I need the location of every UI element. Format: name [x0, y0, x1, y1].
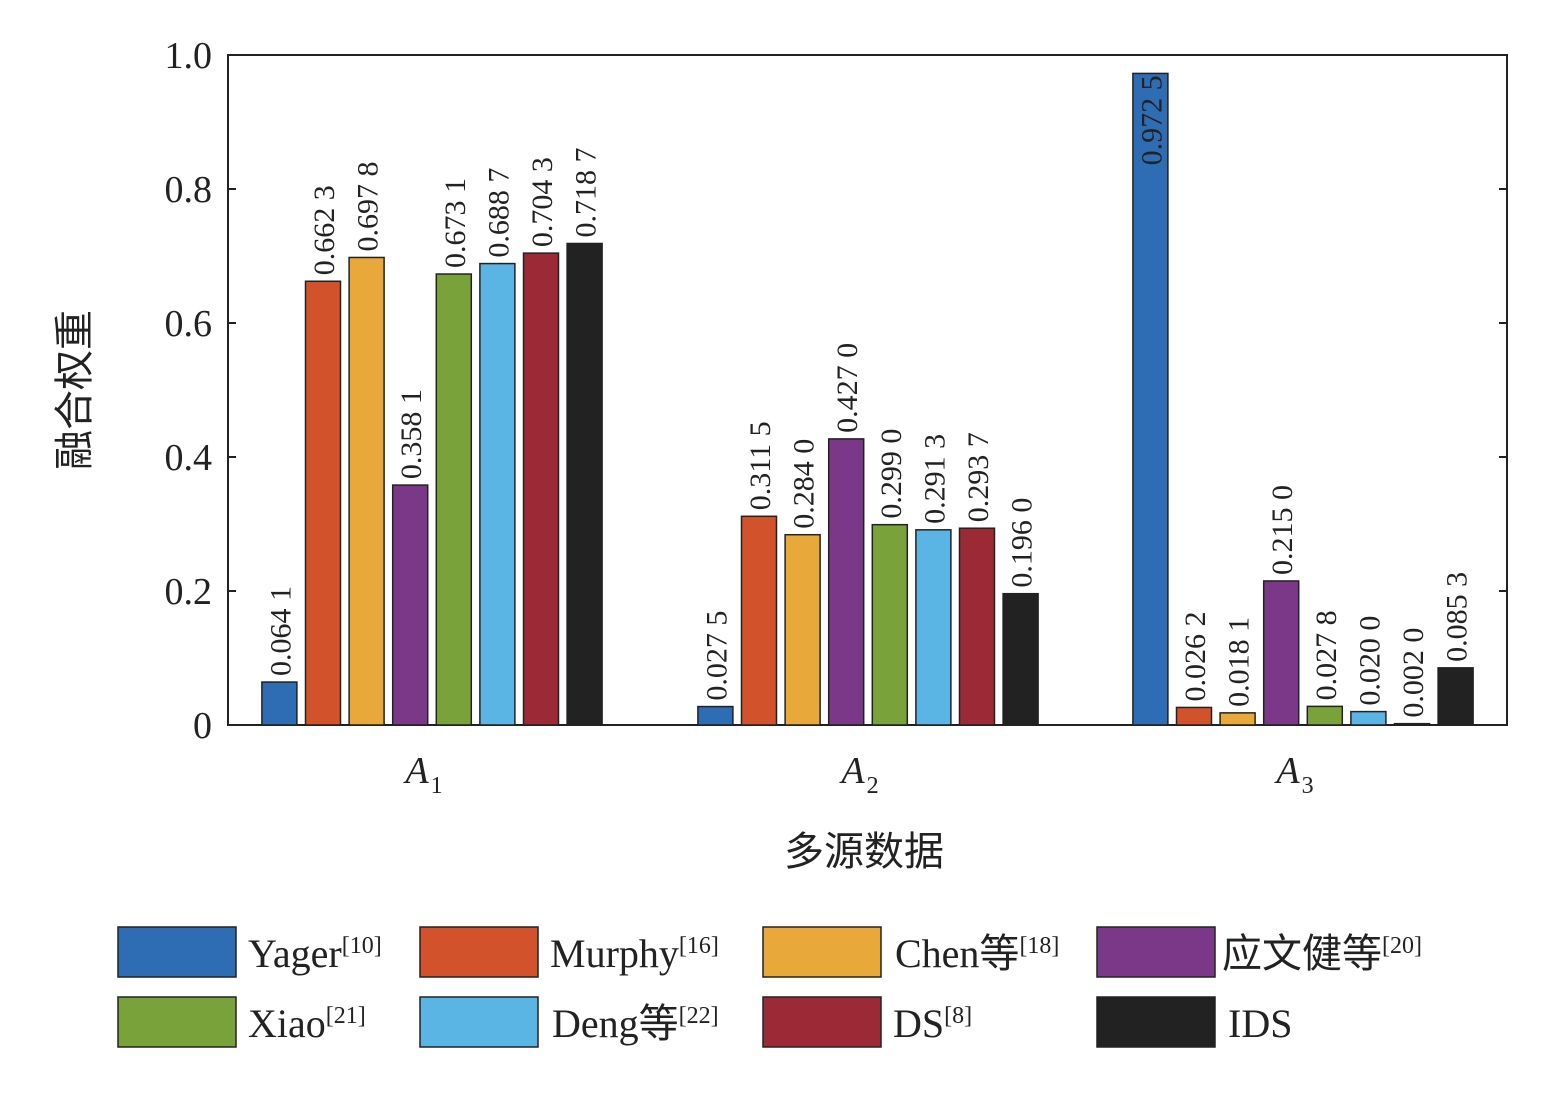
- data-label: 0.972 5: [1135, 75, 1168, 165]
- legend-reference: [8]: [944, 1003, 972, 1029]
- data-label: 0.085 3: [1441, 572, 1474, 662]
- data-label: 0.018 1: [1223, 617, 1256, 707]
- data-label: 0.291 3: [918, 434, 951, 524]
- legend-swatch: [419, 996, 539, 1048]
- data-label: 0.427 0: [831, 343, 864, 433]
- y-tick-label: 0.4: [165, 437, 213, 479]
- legend-label: Deng等[22]: [552, 1001, 719, 1046]
- legend-reference: [20]: [1382, 933, 1422, 959]
- data-label: 0.293 7: [962, 432, 995, 522]
- bar: [566, 242, 603, 726]
- legend-label: DS[8]: [893, 1001, 972, 1046]
- data-label: 0.358 1: [395, 389, 428, 479]
- legend-reference: [18]: [1019, 933, 1059, 959]
- bar: [871, 523, 909, 726]
- data-label: 0.284 0: [788, 439, 821, 529]
- bar: [1132, 72, 1169, 726]
- legend-swatch: [419, 926, 539, 978]
- bar: [348, 256, 385, 726]
- bar: [1350, 710, 1387, 726]
- bar: [1437, 667, 1474, 726]
- data-label: 0.299 0: [875, 429, 908, 519]
- data-label: 0.718 7: [570, 147, 603, 237]
- bar: [784, 533, 821, 726]
- legend-swatch: [117, 926, 237, 978]
- y-tick-label: 0.6: [165, 303, 213, 345]
- data-label: 0.002 0: [1397, 628, 1430, 718]
- bar: [304, 280, 342, 726]
- data-label: 0.196 0: [1006, 498, 1039, 588]
- data-label: 0.064 1: [264, 586, 297, 676]
- bar: [1262, 580, 1300, 726]
- legend-swatch: [117, 996, 237, 1048]
- legend-label: Murphy[16]: [550, 931, 719, 976]
- y-tick-label: 0.8: [165, 169, 213, 211]
- bar: [261, 681, 298, 726]
- legend-label: Chen等[18]: [895, 931, 1059, 976]
- y-tick-label: 0.2: [165, 571, 213, 613]
- x-category-label: A3: [1273, 750, 1313, 799]
- data-label: 0.697 8: [352, 161, 385, 251]
- bar: [1219, 712, 1256, 726]
- x-category-subscript: 2: [867, 773, 879, 799]
- legend-label: Xiao[21]: [248, 1001, 366, 1046]
- data-label: 0.027 5: [700, 611, 733, 701]
- bar: [1002, 592, 1039, 726]
- bar: [827, 438, 865, 726]
- legend-label: IDS: [1228, 1001, 1292, 1046]
- data-label: 0.704 3: [526, 157, 559, 247]
- y-axis-label: 融合权重: [52, 310, 97, 470]
- bar: [479, 262, 516, 726]
- y-tick-label: 1.0: [165, 35, 213, 77]
- x-category-label: A2: [838, 750, 878, 799]
- legend-label: 应文健等[20]: [1222, 931, 1422, 976]
- bar: [522, 252, 560, 726]
- y-tick-label: 0: [193, 705, 212, 747]
- legend-reference: [22]: [679, 1003, 719, 1029]
- legend-reference: [16]: [679, 933, 719, 959]
- data-label: 0.662 3: [308, 185, 341, 275]
- x-category-subscript: 1: [431, 773, 443, 799]
- bar: [435, 273, 473, 726]
- x-axis-label: 多源数据: [784, 829, 944, 874]
- data-label: 0.027 8: [1310, 610, 1343, 700]
- legend-reference: [10]: [342, 933, 382, 959]
- bar: [1393, 722, 1431, 726]
- bar: [1175, 706, 1213, 726]
- data-label: 0.688 7: [482, 168, 515, 258]
- bar: [915, 529, 952, 726]
- legend-swatch: [1096, 996, 1216, 1048]
- legend-swatch: [762, 926, 882, 978]
- bar: [697, 705, 734, 726]
- legend-swatch: [762, 996, 882, 1048]
- legend-swatch: [1096, 926, 1216, 978]
- legend-reference: [21]: [326, 1003, 366, 1029]
- data-label: 0.311 5: [744, 421, 777, 510]
- x-category-label: A1: [402, 750, 442, 799]
- bar: [1306, 705, 1344, 726]
- bar: [740, 515, 778, 726]
- legend: Yager[10] Murphy[16] Chen等[18] 应文健等[20] Xiao…: [117, 926, 1422, 1048]
- bar: [958, 527, 996, 726]
- bar: [391, 484, 429, 726]
- legend-label: Yager[10]: [248, 931, 382, 976]
- data-label: 0.215 0: [1266, 485, 1299, 575]
- data-label: 0.026 2: [1179, 611, 1212, 701]
- data-label: 0.673 1: [439, 178, 472, 268]
- x-category-subscript: 3: [1302, 773, 1314, 799]
- data-label: 0.020 0: [1353, 616, 1386, 706]
